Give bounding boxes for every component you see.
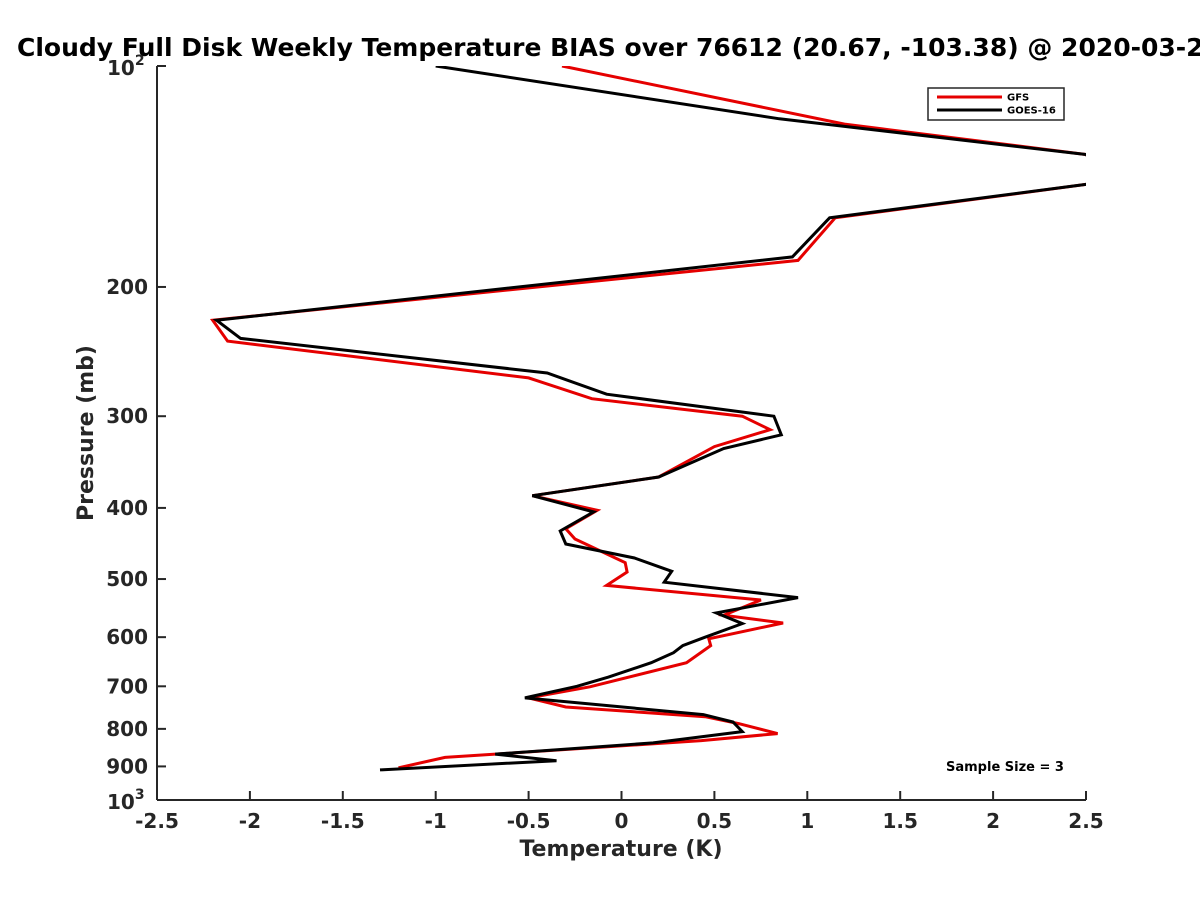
legend-entry-label: GFS (1007, 93, 1029, 104)
x-axis-ticks: -2.5 -2 -1.5 -1 -0.5 0 0.5 1 1.5 2 2.5 (135, 791, 1104, 833)
x-tick-label: -0.5 (507, 809, 551, 833)
y-tick-label: 500 (106, 567, 148, 591)
y-tick-label: 800 (106, 717, 148, 741)
chart-title: Cloudy Full Disk Weekly Temperature BIAS… (17, 33, 1200, 62)
y-tick-label: 103 (107, 787, 145, 814)
x-tick-label: -2.5 (135, 809, 179, 833)
x-tick-label: -1 (425, 809, 447, 833)
y-tick-label: 400 (106, 496, 148, 520)
y-axis-label: Pressure (mb) (74, 345, 99, 521)
x-tick-label: 2.5 (1068, 809, 1103, 833)
y-tick-base: 10 (107, 56, 135, 80)
x-tick-label: 0.5 (697, 809, 732, 833)
series-line-gfs (209, 66, 1086, 770)
axes (156, 66, 1086, 801)
y-tick-exponent: 3 (135, 787, 145, 803)
y-tick-label: 102 (107, 53, 145, 80)
series-layer (209, 66, 1086, 772)
y-tick-label: 900 (106, 754, 148, 778)
x-tick-label: 0 (615, 809, 629, 833)
series-line-goes-16 (212, 66, 1086, 772)
legend: GFS GOES-16 (927, 87, 1065, 121)
x-tick-label: -2 (239, 809, 261, 833)
y-tick-label: 600 (106, 625, 148, 649)
y-tick-label: 300 (106, 404, 148, 428)
x-tick-label: 1.5 (882, 809, 917, 833)
y-tick-label: 200 (106, 275, 148, 299)
legend-entry-label: GOES-16 (1007, 106, 1056, 117)
x-axis-label: Temperature (K) (519, 837, 722, 862)
legend-box (927, 87, 1065, 121)
x-tick-label: -1.5 (321, 809, 365, 833)
y-tick-label: 700 (106, 674, 148, 698)
x-tick-label: 1 (800, 809, 814, 833)
sample-size-annotation: Sample Size = 3 (946, 760, 1064, 775)
y-tick-exponent: 2 (135, 53, 145, 69)
x-tick-label: 2 (986, 809, 1000, 833)
y-tick-base: 10 (107, 790, 135, 814)
